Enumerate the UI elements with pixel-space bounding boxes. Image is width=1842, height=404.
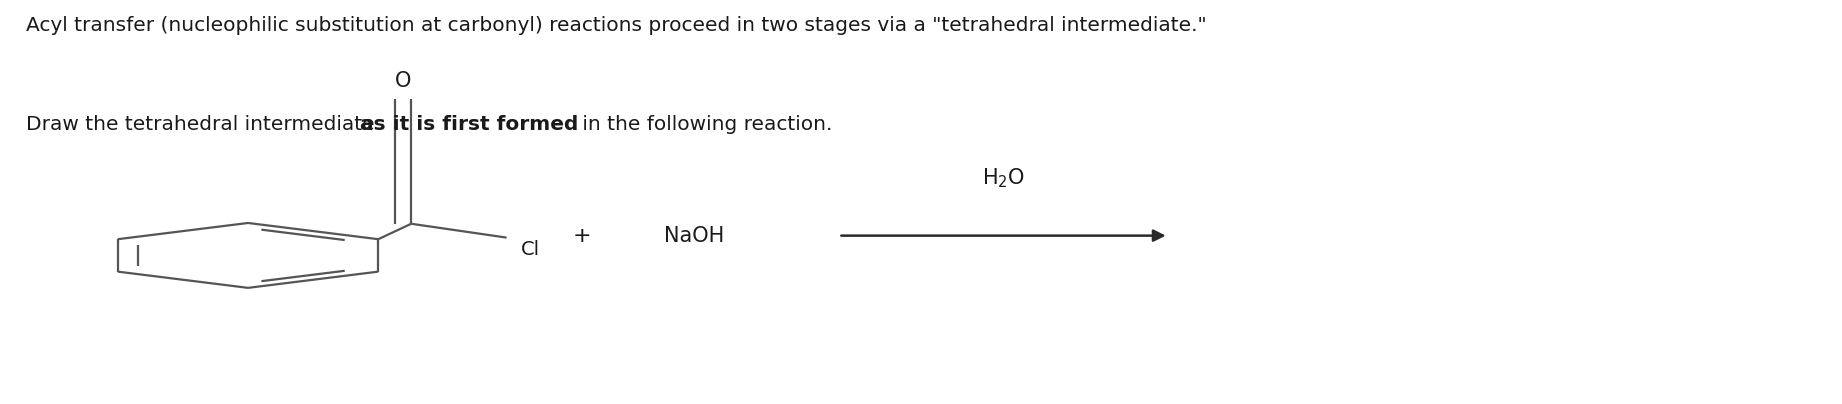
Text: in the following reaction.: in the following reaction.: [577, 115, 833, 134]
Text: Cl: Cl: [521, 240, 540, 259]
Text: NaOH: NaOH: [665, 225, 724, 246]
Text: H$_2$O: H$_2$O: [982, 166, 1024, 190]
Text: O: O: [394, 71, 411, 91]
Text: Acyl transfer (nucleophilic substitution at carbonyl) reactions proceed in two s: Acyl transfer (nucleophilic substitution…: [26, 16, 1207, 35]
Text: Draw the tetrahedral intermediate: Draw the tetrahedral intermediate: [26, 115, 381, 134]
Text: +: +: [573, 225, 591, 246]
Text: as it is first formed: as it is first formed: [359, 115, 578, 134]
